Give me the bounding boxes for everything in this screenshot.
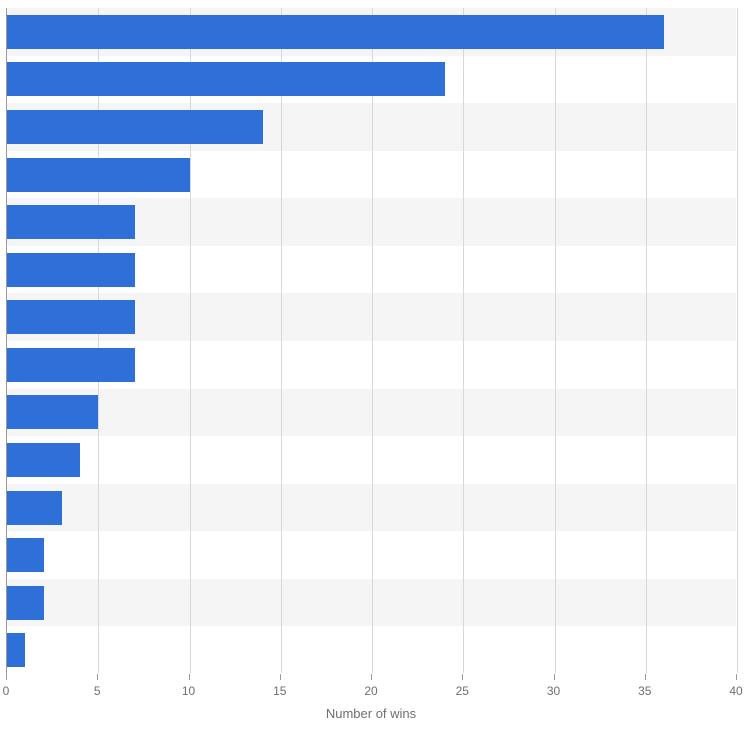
bar [7,253,135,287]
x-tick [462,674,463,680]
x-tick-label: 5 [94,684,101,698]
chart-container: Number of wins 0 5 10 15 20 25 30 35 40 [0,0,754,750]
x-tick [645,674,646,680]
x-tick [736,674,737,680]
x-tick-label: 30 [547,684,560,698]
chart-area: Number of wins 0510152025303540 [0,8,744,688]
x-tick-label: 15 [273,684,286,698]
bar [7,62,445,96]
x-tick [371,674,372,680]
gridline [463,8,464,673]
gridline [281,8,282,673]
bar [7,586,44,620]
gridline [98,8,99,673]
bar [7,15,664,49]
x-tick-label: 0 [3,684,10,698]
x-tick [6,674,7,680]
x-tick-label: 40 [729,684,742,698]
bar [7,395,98,429]
bar [7,205,135,239]
bar [7,158,190,192]
x-tick [97,674,98,680]
x-tick [280,674,281,680]
bar [7,491,62,525]
bar [7,538,44,572]
gridline [190,8,191,673]
x-tick-label: 10 [182,684,195,698]
x-tick [554,674,555,680]
gridline [646,8,647,673]
x-tick-label: 35 [638,684,651,698]
x-axis: Number of wins 0510152025303540 [6,674,736,724]
x-tick-label: 20 [364,684,377,698]
bar [7,633,25,667]
bar [7,443,80,477]
gridline [372,8,373,673]
plot-region [6,8,736,674]
gridline [737,8,738,673]
bar [7,110,263,144]
x-tick-label: 25 [456,684,469,698]
x-tick [189,674,190,680]
gridline [555,8,556,673]
bar [7,348,135,382]
bar [7,300,135,334]
x-axis-title: Number of wins [326,706,416,721]
